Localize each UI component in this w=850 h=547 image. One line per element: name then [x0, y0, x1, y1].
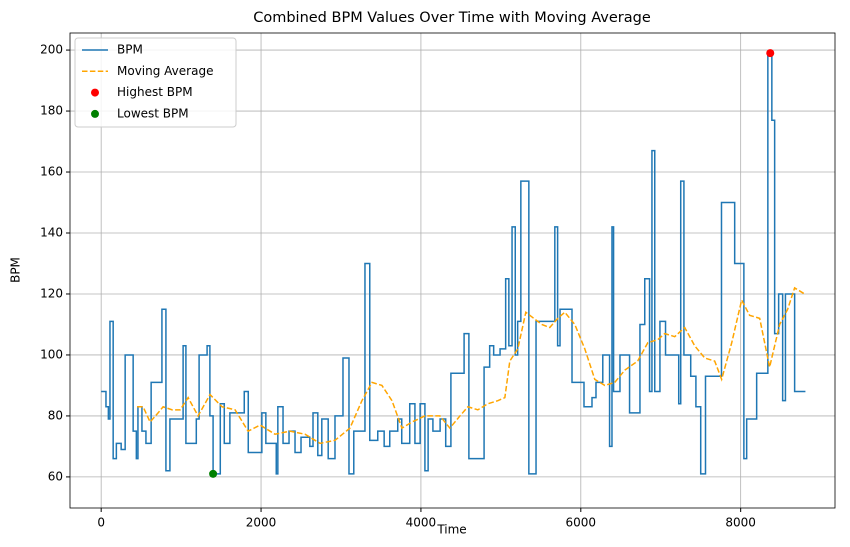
plot-frame [69, 32, 836, 509]
series-line [137, 286, 806, 445]
y-tick-label: 60 [48, 469, 63, 483]
legend-marker [91, 109, 99, 118]
series-line [101, 52, 806, 475]
y-tick-label: 140 [40, 226, 63, 240]
point [209, 469, 218, 478]
x-tick-label: 6000 [566, 516, 597, 530]
x-axis-label: Time [436, 523, 466, 537]
x-tick-label: 2000 [246, 516, 277, 530]
y-tick-label: 180 [40, 104, 63, 118]
x-tick-label: 0 [97, 516, 105, 530]
point [766, 49, 775, 58]
x-tick-label: 4000 [406, 516, 437, 530]
legend-label: Moving Average [117, 64, 213, 78]
y-tick-label: 160 [40, 165, 63, 179]
x-tick-label: 8000 [725, 516, 756, 530]
y-tick-label: 100 [40, 347, 63, 361]
chart-title: Combined BPM Values Over Time with Movin… [253, 10, 651, 26]
legend-label: BPM [117, 43, 143, 57]
y-axis-label: BPM [9, 257, 23, 283]
y-tick-label: 120 [40, 286, 63, 300]
legend-marker [91, 88, 99, 97]
legend-label: Highest BPM [117, 85, 193, 99]
y-tick-label: 200 [40, 43, 63, 57]
legend-label: Lowest BPM [117, 106, 189, 120]
legend-box [74, 37, 237, 128]
y-tick-label: 80 [48, 408, 63, 422]
